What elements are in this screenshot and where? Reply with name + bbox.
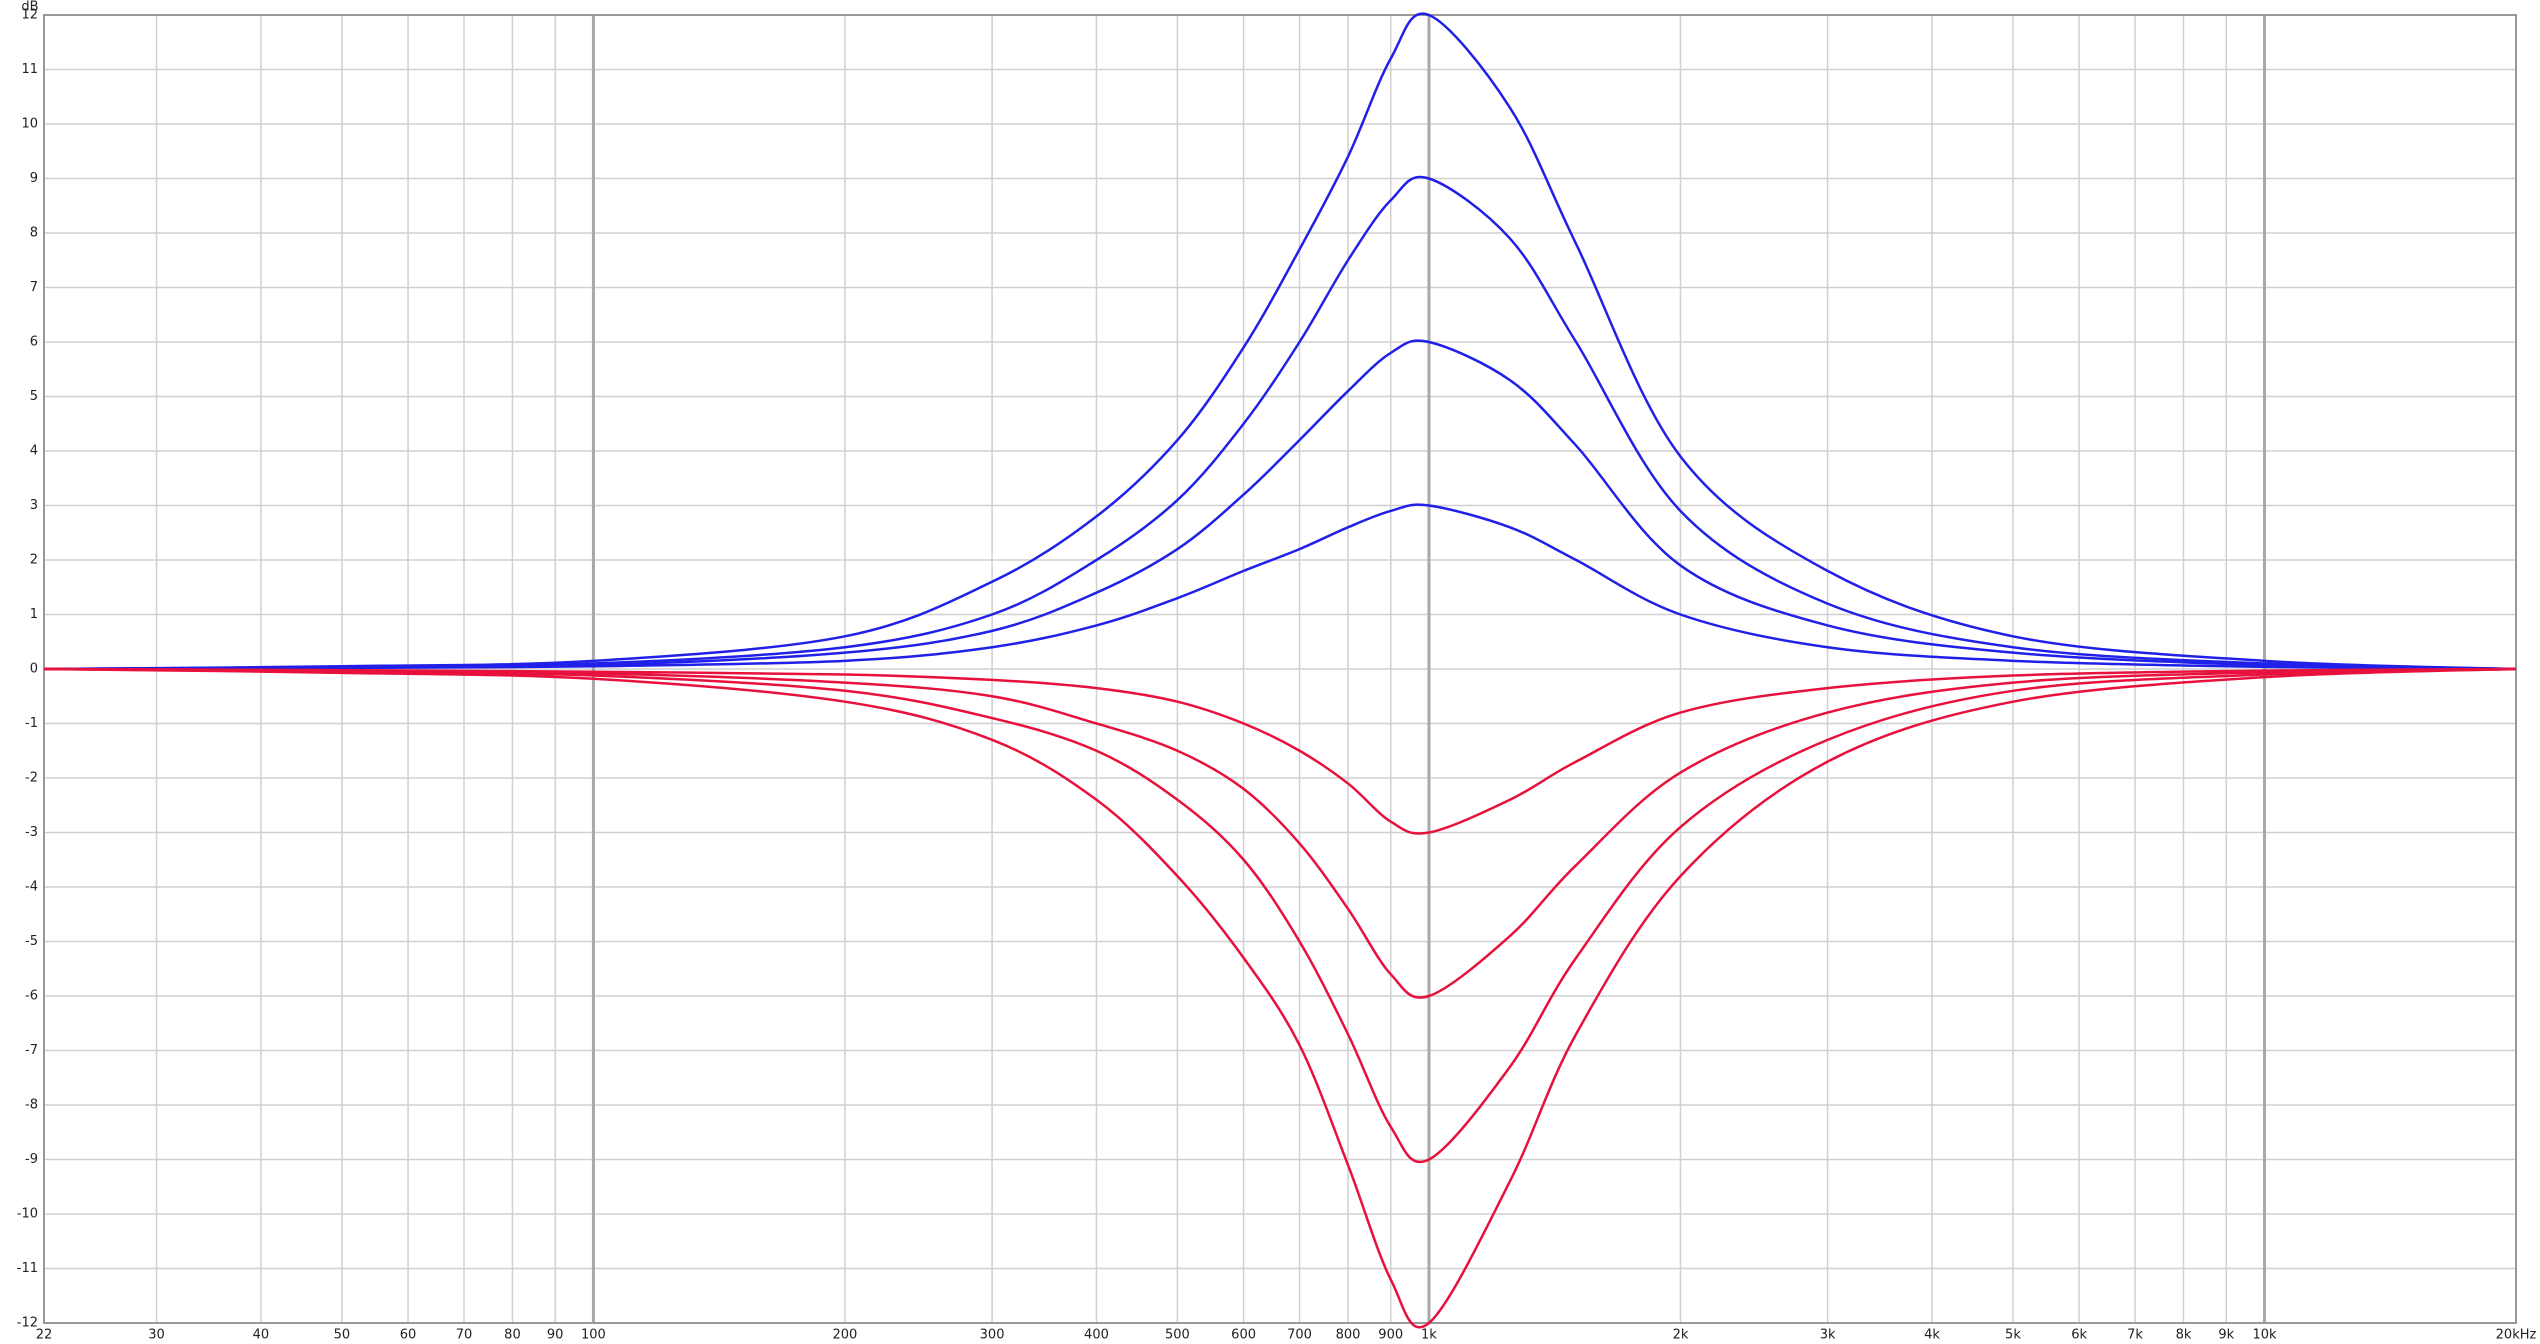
y-tick-label: 3	[30, 498, 38, 513]
y-axis-label: dB	[21, 0, 38, 15]
y-tick-label: -5	[25, 934, 38, 949]
y-tick-label: 0	[30, 662, 38, 677]
x-tick-label: 400	[1084, 1328, 1109, 1343]
x-tick-label: 8k	[2176, 1328, 2192, 1343]
y-tick-label: -9	[25, 1152, 38, 1167]
y-tick-label: 1	[30, 607, 38, 622]
y-tick-label: 7	[30, 280, 38, 295]
y-tick-label: 5	[30, 389, 38, 404]
y-tick-label: -4	[25, 880, 38, 895]
x-tick-label: 70	[456, 1328, 473, 1343]
y-tick-label: -6	[25, 989, 38, 1004]
series-line	[43, 667, 2517, 1329]
y-tick-label: 12	[21, 8, 38, 23]
y-tick-label: 2	[30, 553, 38, 568]
x-tick-label: 30	[148, 1328, 165, 1343]
x-tick-label: 1k	[1421, 1328, 1437, 1343]
x-tick-label: 90	[547, 1328, 564, 1343]
x-tick-label: 700	[1287, 1328, 1312, 1343]
y-tick-label: 9	[30, 171, 38, 186]
y-tick-label: -1	[25, 716, 38, 731]
x-tick-label: 900	[1378, 1328, 1403, 1343]
x-tick-label: 4k	[1924, 1328, 1940, 1343]
series-line	[43, 667, 2517, 1164]
y-tick-label: -10	[17, 1207, 38, 1222]
x-tick-label: 100	[581, 1328, 606, 1343]
x-tick-label: 22	[36, 1328, 53, 1343]
y-tick-label: -2	[25, 771, 38, 786]
x-tick-label: 200	[833, 1328, 858, 1343]
x-tick-label: 3k	[1820, 1328, 1836, 1343]
y-tick-label: 6	[30, 335, 38, 350]
series-line	[43, 503, 2517, 671]
y-tick-label: -3	[25, 825, 38, 840]
series-line	[43, 175, 2517, 671]
x-tick-label: 500	[1165, 1328, 1190, 1343]
y-tick-label: -8	[25, 1098, 38, 1113]
y-tick-label: -12	[17, 1316, 38, 1331]
x-tick-label: 20kHz	[2496, 1328, 2537, 1343]
x-tick-label: 7k	[2127, 1328, 2143, 1343]
series-line	[43, 667, 2517, 999]
y-tick-label: -11	[17, 1261, 38, 1276]
x-tick-label: 10k	[2252, 1328, 2277, 1343]
x-tick-label: 40	[253, 1328, 270, 1343]
y-tick-label: -7	[25, 1043, 38, 1058]
y-tick-label: 10	[21, 117, 38, 132]
y-tick-label: 8	[30, 226, 38, 241]
x-tick-label: 9k	[2218, 1328, 2234, 1343]
x-tick-label: 5k	[2005, 1328, 2021, 1343]
x-tick-label: 300	[980, 1328, 1005, 1343]
series-line	[43, 667, 2517, 835]
series-line	[43, 339, 2517, 671]
x-tick-label: 60	[400, 1328, 417, 1343]
x-tick-label: 600	[1231, 1328, 1256, 1343]
x-tick-label: 6k	[2071, 1328, 2087, 1343]
y-tick-label: 4	[30, 444, 38, 459]
x-tick-label: 2k	[1673, 1328, 1689, 1343]
x-tick-label: 80	[504, 1328, 521, 1343]
x-tick-label: 50	[334, 1328, 351, 1343]
x-tick-label: 800	[1336, 1328, 1361, 1343]
y-tick-label: 11	[21, 62, 38, 77]
series-line	[43, 12, 2517, 671]
